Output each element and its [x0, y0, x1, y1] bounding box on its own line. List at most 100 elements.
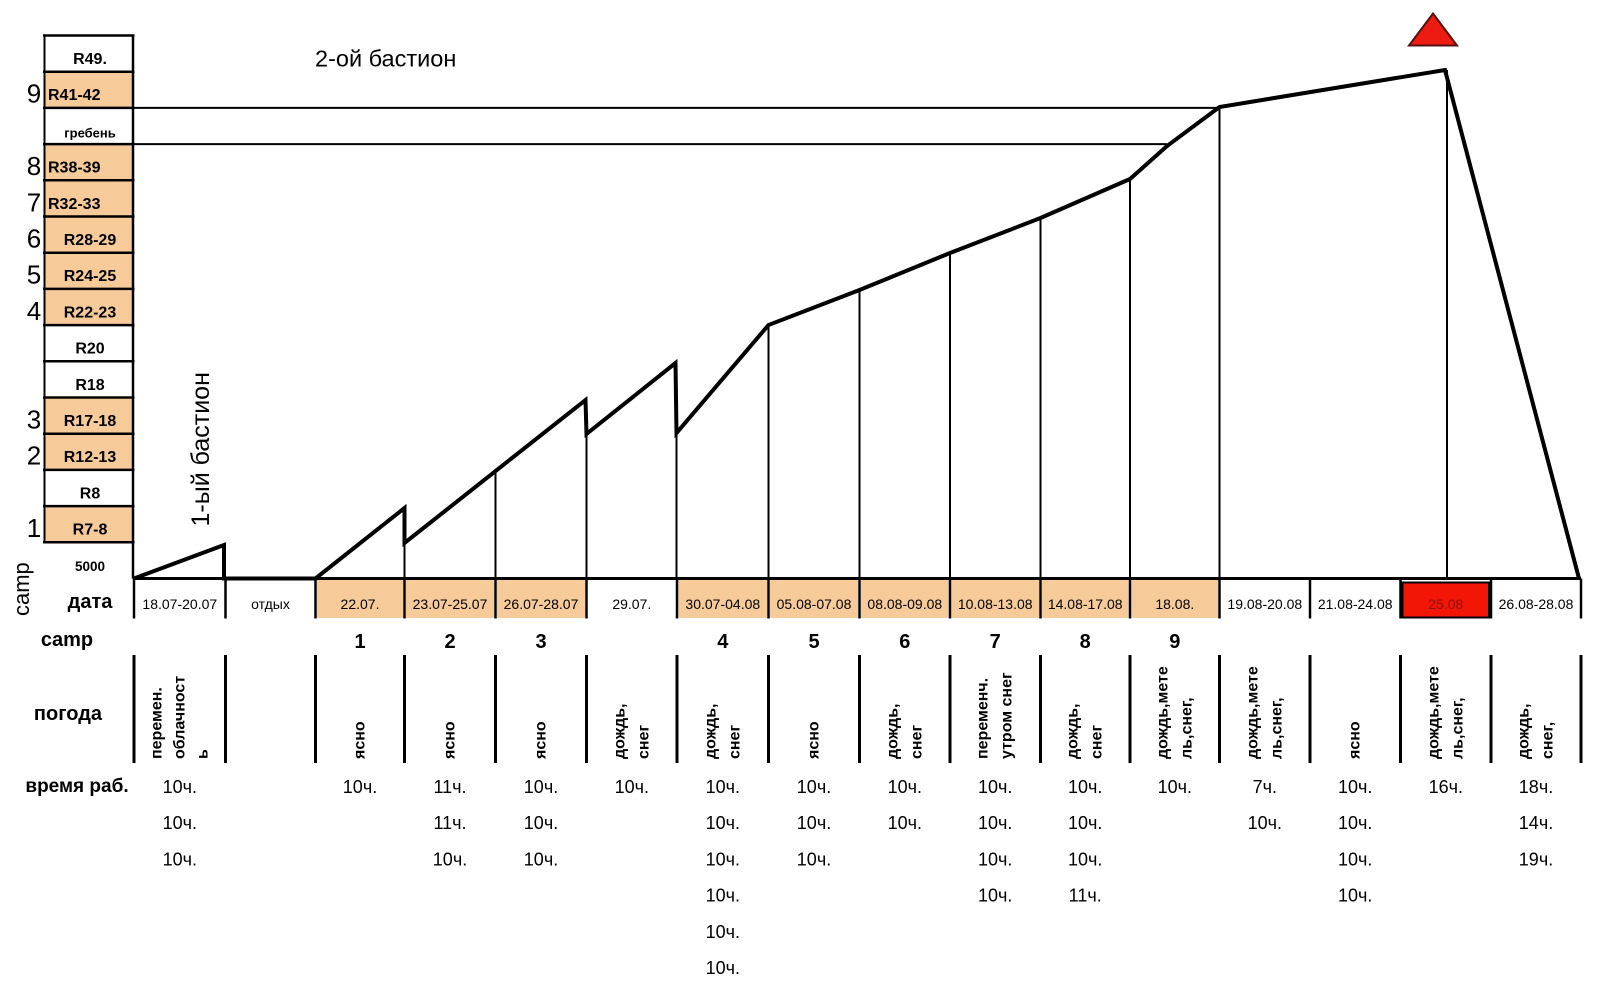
- svg-text:дождь,: дождь,: [702, 704, 719, 760]
- svg-text:10ч.: 10ч.: [706, 922, 740, 942]
- svg-text:10ч.: 10ч.: [163, 849, 197, 869]
- svg-text:дождь,мете: дождь,мете: [1244, 666, 1261, 759]
- svg-text:10ч.: 10ч.: [524, 849, 558, 869]
- svg-text:10ч.: 10ч.: [1068, 813, 1102, 833]
- svg-text:10ч.: 10ч.: [433, 849, 467, 869]
- svg-text:дождь,мете: дождь,мете: [1154, 666, 1171, 759]
- svg-text:camp: camp: [9, 562, 34, 616]
- svg-text:ясно: ясно: [1347, 721, 1364, 760]
- svg-text:11ч.: 11ч.: [1069, 886, 1102, 906]
- svg-text:05.08-07.08: 05.08-07.08: [777, 596, 852, 612]
- svg-text:3: 3: [535, 631, 546, 653]
- svg-text:10ч.: 10ч.: [163, 813, 197, 833]
- svg-text:6: 6: [899, 631, 910, 653]
- svg-text:10ч.: 10ч.: [706, 886, 740, 906]
- svg-text:снег,: снег,: [1540, 722, 1557, 759]
- svg-text:время раб.: время раб.: [25, 776, 128, 797]
- svg-text:10ч.: 10ч.: [797, 849, 831, 869]
- svg-text:8: 8: [1080, 631, 1091, 653]
- svg-text:перемен.: перемен.: [148, 687, 165, 759]
- svg-text:10ч.: 10ч.: [343, 777, 377, 797]
- svg-text:7: 7: [27, 187, 41, 217]
- svg-text:2-ой бастион: 2-ой бастион: [315, 46, 456, 72]
- svg-text:10ч.: 10ч.: [978, 777, 1012, 797]
- svg-text:дождь,мете: дождь,мете: [1425, 666, 1442, 759]
- svg-text:08.08-09.08: 08.08-09.08: [867, 596, 942, 612]
- svg-text:23.07-25.07: 23.07-25.07: [413, 596, 488, 612]
- svg-text:утром снег: утром снег: [999, 672, 1016, 759]
- svg-text:10ч.: 10ч.: [706, 849, 740, 869]
- svg-text:дождь,: дождь,: [611, 704, 628, 760]
- svg-text:26.07-28.07: 26.07-28.07: [504, 596, 579, 612]
- svg-text:1: 1: [354, 631, 365, 653]
- svg-text:22.07.: 22.07.: [341, 596, 380, 612]
- svg-text:ь: ь: [194, 749, 211, 759]
- svg-text:10ч.: 10ч.: [1338, 886, 1372, 906]
- svg-text:10ч.: 10ч.: [706, 813, 740, 833]
- svg-text:дождь,: дождь,: [884, 704, 901, 760]
- svg-text:1: 1: [27, 513, 41, 543]
- svg-text:облачност: облачност: [171, 676, 188, 759]
- svg-text:18.07-20.07: 18.07-20.07: [142, 596, 217, 612]
- svg-text:R18: R18: [75, 377, 104, 394]
- svg-text:ясно: ясно: [806, 721, 823, 760]
- svg-text:4: 4: [717, 631, 729, 653]
- svg-text:дождь,: дождь,: [1516, 704, 1533, 760]
- svg-text:2: 2: [444, 631, 455, 653]
- svg-text:дождь,: дождь,: [1065, 704, 1082, 760]
- svg-text:16ч.: 16ч.: [1429, 777, 1463, 797]
- svg-text:R17-18: R17-18: [64, 413, 117, 430]
- svg-text:10ч.: 10ч.: [1068, 777, 1102, 797]
- svg-text:5: 5: [27, 260, 41, 290]
- svg-text:ясно: ясно: [533, 721, 550, 760]
- svg-text:снег: снег: [635, 725, 652, 759]
- svg-text:18ч.: 18ч.: [1519, 777, 1553, 797]
- svg-text:10ч.: 10ч.: [978, 813, 1012, 833]
- svg-text:29.07.: 29.07.: [612, 596, 651, 612]
- svg-text:R22-23: R22-23: [64, 304, 117, 321]
- svg-text:ль,снег,: ль,снег,: [1178, 697, 1195, 759]
- svg-text:30.07-04.08: 30.07-04.08: [685, 596, 760, 612]
- svg-text:10ч.: 10ч.: [797, 777, 831, 797]
- svg-text:1-ый бастион: 1-ый бастион: [187, 372, 215, 526]
- svg-text:10ч.: 10ч.: [978, 849, 1012, 869]
- svg-text:6: 6: [27, 224, 41, 254]
- svg-text:R20: R20: [75, 341, 104, 358]
- svg-text:14.08-17.08: 14.08-17.08: [1048, 596, 1123, 612]
- svg-text:R38-39: R38-39: [48, 160, 101, 177]
- svg-text:отдых: отдых: [251, 596, 290, 612]
- svg-text:10ч.: 10ч.: [706, 777, 740, 797]
- svg-text:10ч.: 10ч.: [524, 813, 558, 833]
- svg-text:3: 3: [27, 405, 41, 435]
- svg-text:18.08.: 18.08.: [1155, 596, 1194, 612]
- svg-text:14ч.: 14ч.: [1519, 813, 1553, 833]
- svg-text:ясно: ясно: [442, 721, 459, 760]
- svg-text:19ч.: 19ч.: [1519, 849, 1553, 869]
- svg-text:10ч.: 10ч.: [888, 777, 922, 797]
- svg-text:8: 8: [27, 151, 41, 181]
- svg-text:26.08-28.08: 26.08-28.08: [1499, 596, 1574, 612]
- svg-text:10ч.: 10ч.: [1158, 777, 1192, 797]
- svg-text:10ч.: 10ч.: [615, 777, 649, 797]
- svg-text:10ч.: 10ч.: [524, 777, 558, 797]
- svg-text:10ч.: 10ч.: [1338, 777, 1372, 797]
- svg-text:19.08-20.08: 19.08-20.08: [1227, 596, 1302, 612]
- svg-text:R12-13: R12-13: [64, 449, 117, 466]
- svg-text:R24-25: R24-25: [64, 268, 117, 285]
- svg-text:снег: снег: [908, 725, 925, 759]
- svg-text:снег: снег: [1089, 725, 1106, 759]
- svg-text:10ч.: 10ч.: [888, 813, 922, 833]
- svg-text:25.08: 25.08: [1428, 596, 1463, 612]
- svg-text:10ч.: 10ч.: [706, 958, 740, 978]
- svg-text:ль,снег,: ль,снег,: [1268, 697, 1285, 759]
- svg-text:11ч.: 11ч.: [433, 813, 466, 833]
- svg-text:R8: R8: [80, 485, 101, 502]
- svg-text:10ч.: 10ч.: [1248, 813, 1282, 833]
- svg-text:R28-29: R28-29: [64, 232, 117, 249]
- svg-text:10ч.: 10ч.: [978, 886, 1012, 906]
- svg-text:ясно: ясно: [352, 721, 369, 760]
- svg-text:снег: снег: [726, 725, 743, 759]
- svg-text:переменч.: переменч.: [975, 678, 992, 759]
- svg-text:9: 9: [27, 79, 41, 109]
- svg-text:5: 5: [808, 631, 819, 653]
